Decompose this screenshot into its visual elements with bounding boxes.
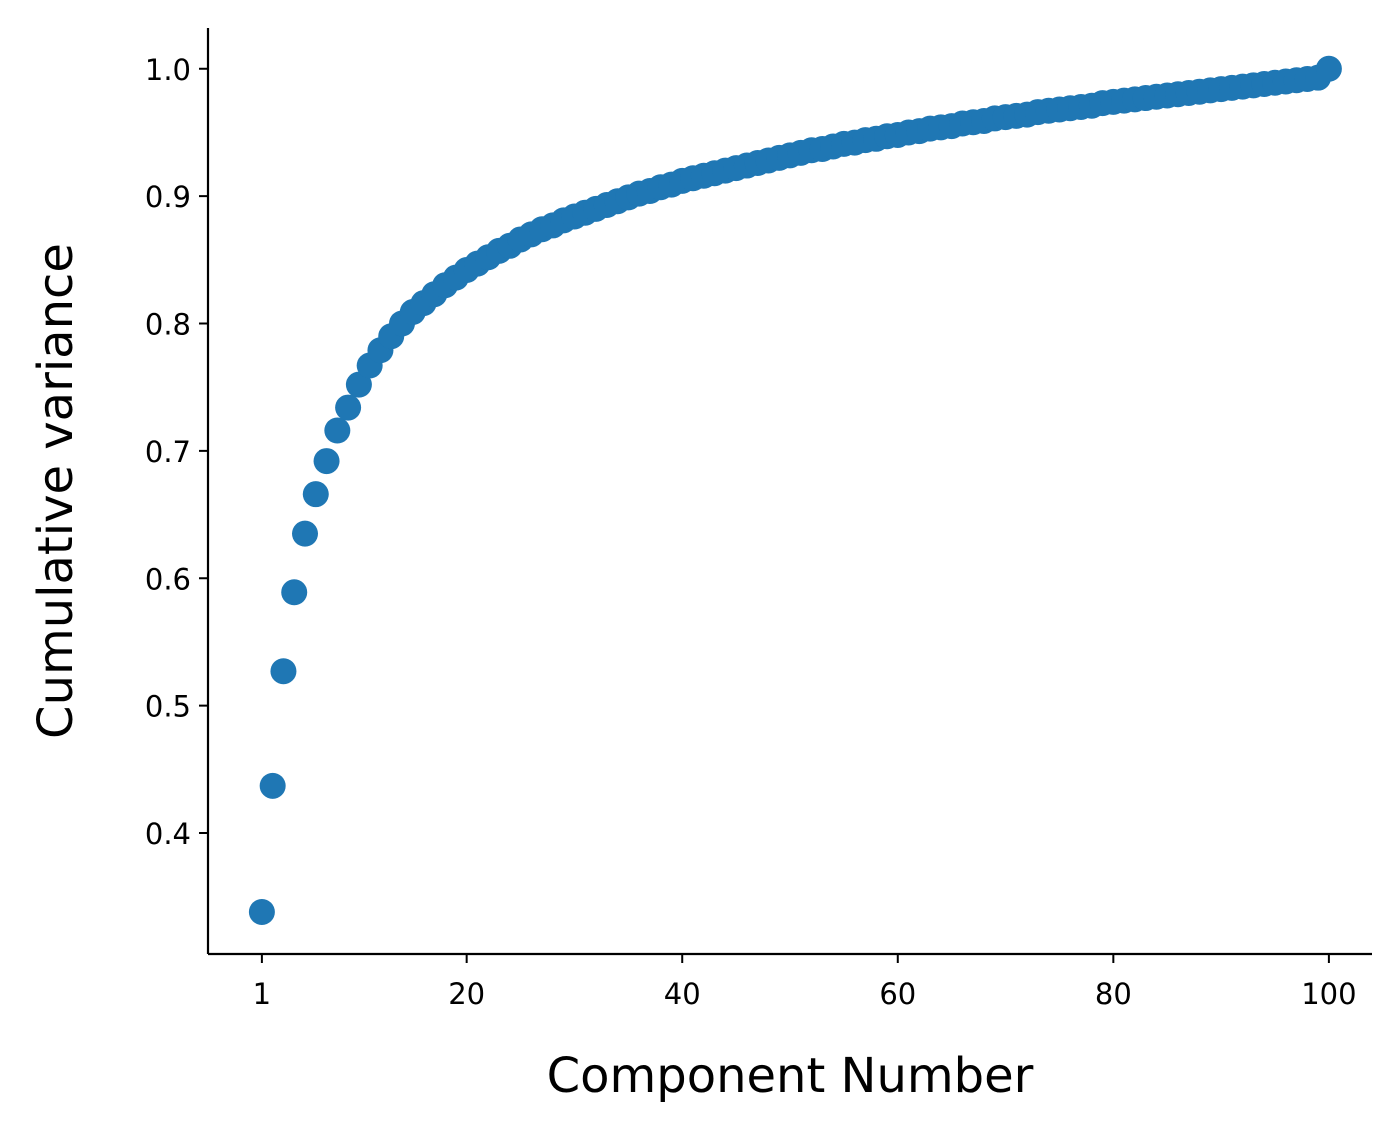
x-tick-label: 40 [664, 977, 701, 1011]
data-points [248, 55, 1342, 925]
x-axis-ticks: 1 20 40 60 80 100 [253, 954, 1357, 1011]
x-tick-label: 20 [448, 977, 485, 1011]
x-tick-label: 80 [1095, 977, 1132, 1011]
data-point [345, 371, 372, 398]
x-tick-label: 1 [253, 977, 271, 1011]
y-tick-label: 0.6 [145, 562, 191, 596]
data-point [302, 481, 329, 508]
data-point [292, 520, 318, 547]
x-axis-title: Component Number [547, 1048, 1034, 1104]
y-tick-label: 0.7 [145, 435, 191, 469]
y-tick-label: 0.5 [145, 690, 191, 724]
y-axis-ticks: 0.4 0.5 0.6 0.7 0.8 0.9 1.0 [145, 53, 208, 851]
data-point [335, 394, 362, 421]
x-tick-label: 60 [879, 977, 916, 1011]
data-point [324, 417, 351, 444]
y-tick-label: 0.8 [145, 308, 191, 342]
y-tick-label: 0.4 [145, 817, 191, 851]
data-point [1315, 55, 1342, 82]
data-point [270, 658, 297, 685]
x-tick-label: 100 [1301, 977, 1356, 1011]
data-point [259, 772, 286, 799]
data-point [313, 448, 340, 475]
y-tick-label: 1.0 [145, 53, 191, 87]
y-tick-label: 0.9 [145, 180, 191, 214]
data-point [248, 898, 275, 925]
data-point [281, 579, 308, 606]
y-axis-title: Cumulative variance [28, 243, 84, 739]
